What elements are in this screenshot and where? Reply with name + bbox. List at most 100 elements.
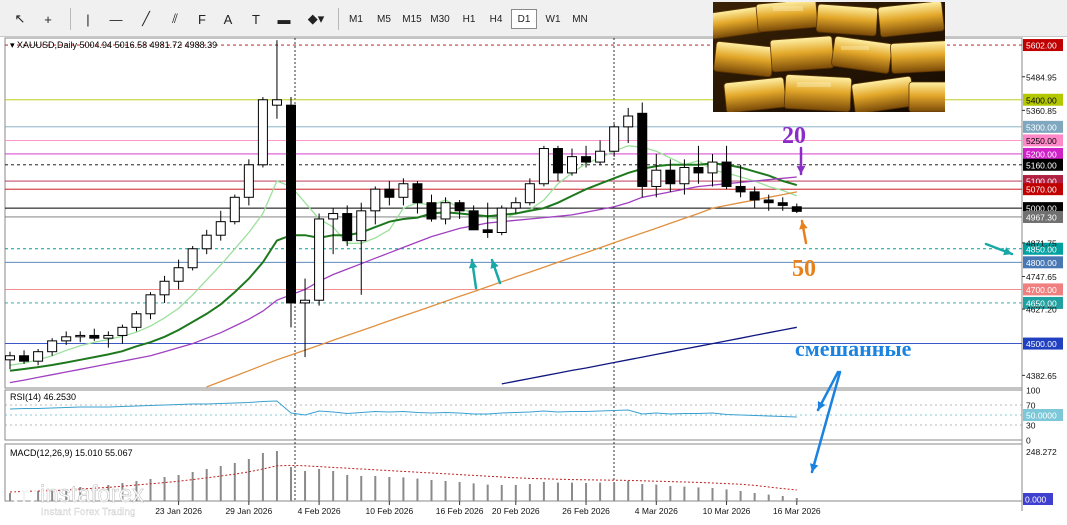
- bear-candle: [693, 166, 704, 174]
- bull-candle: [5, 355, 15, 361]
- vertical-line-icon[interactable]: |: [86, 11, 90, 27]
- level-label-bg: [1023, 296, 1063, 309]
- bull-candle: [131, 313, 142, 328]
- toolbar-separator: [338, 8, 339, 30]
- bear-candle: [749, 191, 760, 201]
- bear-candle: [286, 104, 296, 304]
- rsi-value-label: 50.0000: [1026, 411, 1057, 421]
- bull-candle: [257, 99, 268, 166]
- level-label: 5070.00: [1026, 185, 1057, 195]
- level-label: 5100.00: [1026, 177, 1057, 187]
- timeframe-h1-button[interactable]: H1: [462, 13, 476, 25]
- bear-candle: [412, 183, 423, 204]
- timeframe-h4-button[interactable]: H4: [489, 13, 503, 25]
- crosshair-icon[interactable]: +: [44, 11, 52, 27]
- ma50-arrow-head: [799, 221, 808, 230]
- mixed-arrow-macd-head: [809, 463, 819, 472]
- bull-candle: [651, 169, 662, 187]
- timeframe-w1-button[interactable]: W1: [545, 13, 561, 25]
- teal-arrow-side-head: [1003, 247, 1012, 256]
- bear-candle: [454, 202, 465, 212]
- bull-candle: [440, 202, 451, 220]
- level-label: 4500.00: [1026, 339, 1057, 349]
- rsi-line: [9, 400, 797, 418]
- timeframe-m1-button[interactable]: M1: [349, 13, 363, 25]
- bull-candle: [300, 299, 311, 304]
- bear-candle: [791, 206, 802, 212]
- bear-candle: [777, 202, 788, 206]
- level-label: 5400.00: [1026, 95, 1057, 105]
- bull-candle: [145, 294, 156, 315]
- ma20-arrow: [796, 146, 806, 176]
- moving-averages: [9, 145, 798, 388]
- date-tick-label: 23 Jan 2026: [155, 506, 202, 516]
- instaforex-tagline: Instant Forex Trading: [41, 507, 136, 518]
- bull-candle: [75, 334, 86, 338]
- bear-candle: [468, 210, 479, 231]
- bear-candle: [552, 148, 563, 174]
- date-tick-label: 20 Feb 2026: [492, 506, 540, 516]
- price-tick-label: 4627.20: [1026, 305, 1057, 315]
- instaforex-wordmark: instaforex: [40, 481, 144, 508]
- rsi-value-label-bg: [1023, 409, 1063, 421]
- bull-candle: [229, 196, 240, 223]
- horizontal-line-icon[interactable]: —: [109, 11, 123, 27]
- date-tick-label: 10 Feb 2026: [365, 506, 413, 516]
- macd-panel: [4, 443, 1023, 502]
- bull-candle: [707, 161, 718, 174]
- level-label-bg: [1023, 242, 1063, 255]
- shapes-icon[interactable]: ◆▾: [307, 11, 325, 26]
- bear-candle: [637, 112, 648, 187]
- bull-candle: [595, 150, 606, 163]
- level-label-bg: [1023, 158, 1063, 171]
- text-icon[interactable]: A: [223, 11, 233, 27]
- date-tick-label: 4 Mar 2026: [635, 506, 678, 516]
- bull-candle: [398, 183, 409, 198]
- instaforex-logo: instaforex Instant Forex Trading: [8, 480, 208, 520]
- bear-candle: [763, 199, 774, 204]
- fibonacci-icon[interactable]: F: [198, 11, 206, 27]
- bear-candle: [721, 161, 732, 187]
- date-tick-label: 29 Jan 2026: [225, 506, 272, 516]
- timeframe-d1-button[interactable]: D1: [511, 9, 537, 29]
- level-label-bg: [1023, 120, 1063, 133]
- bear-candle: [665, 169, 676, 185]
- channel-icon[interactable]: ⫽: [172, 11, 178, 26]
- rsi-panel: [4, 389, 1023, 441]
- mixed-annotation: смешанные: [795, 336, 912, 361]
- price-tick-label: 5360.85: [1026, 106, 1057, 116]
- ma20-annotation: 20: [782, 123, 806, 149]
- bull-candle: [173, 267, 184, 282]
- teal-arrow-side: [984, 242, 1014, 256]
- macd-zero-label: 0.000: [1025, 495, 1047, 505]
- level-label-bg: [1023, 134, 1063, 147]
- ma50-arrow: [799, 219, 808, 245]
- cursor-icon[interactable]: ↖: [14, 11, 26, 26]
- timeframe-m30-button[interactable]: M30: [430, 13, 450, 25]
- bear-candle: [89, 334, 100, 339]
- ma-10-line: [9, 162, 798, 372]
- ma-5-line: [9, 145, 798, 366]
- timeframe-mn-button[interactable]: MN: [572, 13, 588, 25]
- level-label-bg: [1023, 147, 1063, 160]
- rectangle-icon[interactable]: ▬: [277, 11, 291, 27]
- bull-candle: [243, 164, 254, 198]
- toolbar-separator: [70, 8, 71, 30]
- bull-candle: [187, 248, 198, 269]
- level-label-bg: [1023, 337, 1063, 350]
- bull-candle: [679, 166, 690, 185]
- timeframe-m15-button[interactable]: M15: [402, 13, 422, 25]
- bull-candle: [215, 221, 226, 236]
- level-label-bg: [1023, 39, 1063, 52]
- ma-200-line: [501, 326, 797, 385]
- bear-candle: [384, 188, 395, 198]
- level-label: 5250.00: [1026, 136, 1057, 146]
- trendline-icon[interactable]: ╱: [142, 11, 150, 26]
- bull-candle: [201, 234, 212, 250]
- level-label-bg: [1023, 256, 1063, 269]
- level-label-bg: [1023, 210, 1063, 223]
- timeframe-m5-button[interactable]: M5: [377, 13, 391, 25]
- bull-candle: [117, 326, 128, 336]
- text-label-icon[interactable]: T: [252, 11, 260, 27]
- price-tick-label: 4871.75: [1026, 238, 1057, 248]
